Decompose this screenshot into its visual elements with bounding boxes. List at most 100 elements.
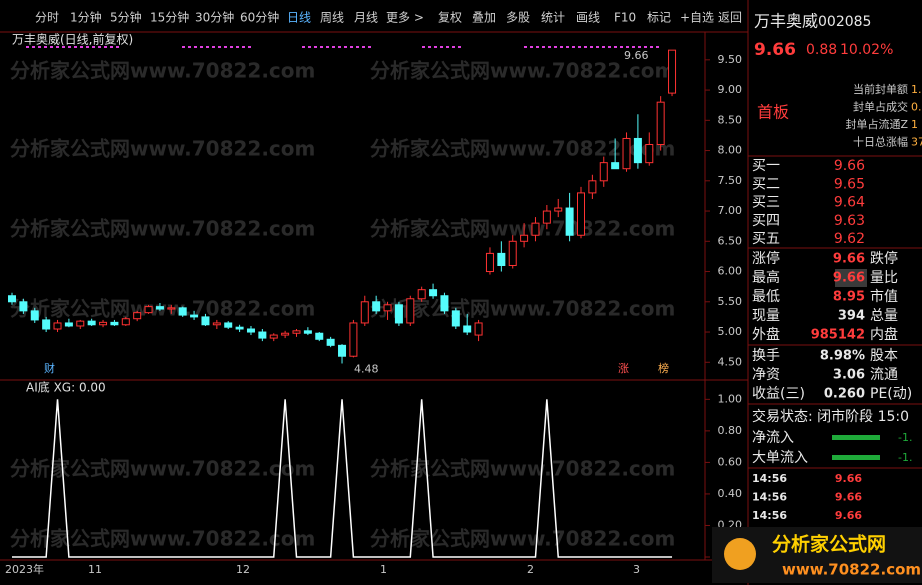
seal-label: 当前封单额 [853,82,908,96]
limit-dot [620,46,623,48]
candle-body [212,322,221,326]
candle-body [588,180,597,194]
period-button[interactable]: 60分钟 [240,10,279,25]
stat-value: 0.260 [824,387,865,402]
period-button[interactable]: 1分钟 [70,10,102,25]
limit-dot [566,46,569,48]
limit-dot [536,46,539,48]
candle-body [645,144,654,164]
tool-button[interactable]: 返回 [718,11,742,25]
seal-value: 1 [911,118,918,131]
limit-dot [440,46,443,48]
indicator-title: AI底 XG: 0.00 [26,380,106,395]
marker: 涨 [618,362,629,375]
limit-dot [446,46,449,48]
tick-time: 14:56 [752,472,787,485]
candle-body [178,307,187,316]
limit-dot [602,46,605,48]
bid-label: 买四 [752,213,780,229]
limit-dot [68,46,71,48]
candle-body [394,304,403,324]
candle-body [531,222,540,236]
seal-label: 十日总涨幅 [853,135,908,149]
x-tick-label: 1 [380,563,387,576]
watermark: 分析家公式网www.70822.com [10,59,315,83]
period-button[interactable]: 月线 [354,11,378,25]
stat-value: 8.98% [820,349,865,364]
limit-dot [224,46,227,48]
stat-value: 8.95 [833,290,865,305]
stock-name: 万丰奥威 [754,12,818,31]
tool-button[interactable]: F10 [614,11,636,25]
watermark: 分析家公式网www.70822.com [370,457,675,481]
watermark: 分析家公式网www.70822.com [370,59,675,83]
candle-body [622,137,631,170]
y-tick-label: 8.00 [718,144,743,157]
limit-dot [26,46,29,48]
stat-label: PE(动) [870,386,912,402]
candle-body [87,320,96,326]
y-tick-label: 4.50 [718,355,743,368]
stat-value: 394 [838,309,865,324]
candle-body [349,322,358,357]
tool-button[interactable]: 统计 [541,11,565,25]
period-button[interactable]: 日线 [287,11,311,25]
period-button[interactable]: 周线 [320,11,344,25]
limit-dot [200,46,203,48]
candle-body [656,101,665,146]
stock-code: 002085 [818,14,871,30]
bid-price: 9.64 [834,195,865,211]
limit-dot [332,46,335,48]
logo-url: www.70822.com [782,561,921,579]
bid-label: 买一 [752,158,780,174]
limit-dot [236,46,239,48]
period-button[interactable]: 分时 [35,11,59,25]
limit-dot [32,46,35,48]
limit-dot [458,46,461,48]
limit-dot [368,46,371,48]
limit-dot [626,46,629,48]
candle-body [611,162,620,170]
limit-dot [422,46,425,48]
limit-dot [596,46,599,48]
limit-dot [314,46,317,48]
tool-button[interactable]: 复权 [438,11,462,25]
y-tick-label: 0.60 [718,455,743,468]
candle-body [497,252,506,266]
limit-dot [590,46,593,48]
limit-dot [308,46,311,48]
candle-body [155,306,164,310]
candle-body [64,322,73,327]
tick-price: 9.66 [835,491,862,504]
period-button[interactable]: 30分钟 [195,10,234,25]
period-button[interactable]: 5分钟 [110,10,142,25]
candle-body [110,321,119,326]
bid-price: 9.66 [834,158,865,174]
candle-body [281,332,290,336]
y-tick-label: 6.00 [718,265,743,278]
flow-value: -1. [898,451,912,464]
limit-dot [542,46,545,48]
tool-button[interactable]: +自选 [680,11,714,25]
candle-body [542,210,551,224]
period-button[interactable]: 15分钟 [150,10,189,25]
period-button[interactable]: 更多 > [386,11,424,25]
x-tick-label: 2023年 [5,562,44,576]
tool-button[interactable]: 多股 [506,11,530,25]
limit-dot [434,46,437,48]
limit-dot [188,46,191,48]
limit-dot [194,46,197,48]
tick-time: 14:56 [752,509,787,522]
seal-value: 1.2 [911,83,922,96]
watermark: 分析家公式网www.70822.com [370,297,675,321]
candle-body [224,322,233,328]
tool-button[interactable]: 画线 [576,11,600,25]
stat-label: 涨停 [752,250,780,267]
limit-dot [632,46,635,48]
tool-button[interactable]: 标记 [647,11,671,25]
seal-label: 封单占流通Z [845,117,908,131]
tool-button[interactable]: 叠加 [472,11,496,25]
y-tick-label: 9.50 [718,53,743,66]
limit-dot [218,46,221,48]
